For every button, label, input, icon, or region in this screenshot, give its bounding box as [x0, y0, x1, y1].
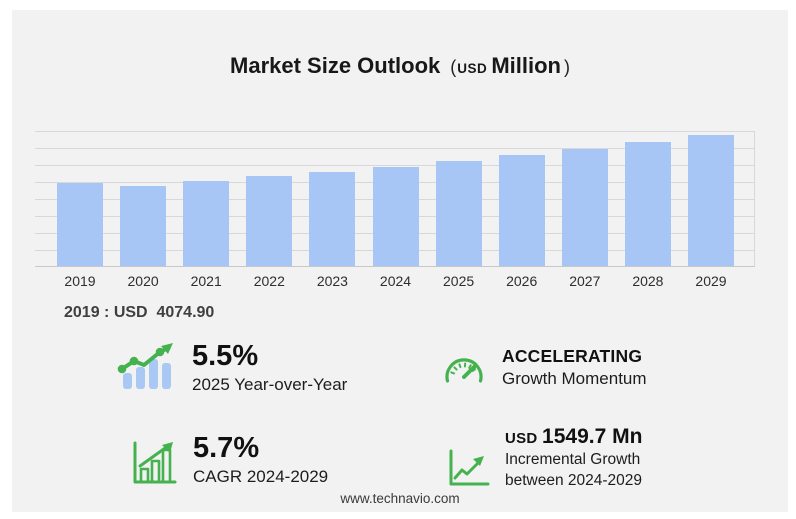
- bar-2020: [120, 186, 167, 266]
- bar-2025: [435, 161, 482, 266]
- bar-2024: [372, 167, 419, 266]
- chart-title: Market Size Outlook (USD Million): [12, 44, 788, 81]
- speedometer-icon: [445, 358, 483, 383]
- x-tick-2027: 2027: [569, 273, 601, 289]
- base-year-value: 2019 : USD 4074.90: [64, 304, 215, 321]
- stat-cagr-text: 5.7% CAGR 2024-2029: [193, 432, 329, 487]
- cagr-value: 5.7%: [193, 432, 260, 464]
- incremental-value-line: USD 1549.7 Mn: [505, 425, 642, 449]
- stat-cagr: 5.7% CAGR 2024-2029: [128, 432, 329, 487]
- bar-2019: [57, 183, 103, 266]
- bar-2028: [624, 142, 671, 266]
- bar-chart-trend-up-icon: [117, 343, 173, 389]
- yoy-label: 2025 Year-over-Year: [192, 374, 348, 394]
- bar-2029: [688, 135, 734, 266]
- title-main: Market Size Outlook: [230, 53, 441, 78]
- incremental-value: 1549.7 Mn: [542, 425, 643, 448]
- x-tick-2022: 2022: [253, 273, 285, 289]
- x-tick-2019: 2019: [64, 273, 96, 289]
- incremental-label-line1: Incremental Growth: [505, 451, 641, 468]
- stat-yoy-text: 5.5% 2025 Year-over-Year: [192, 340, 348, 395]
- source-url: www.technavio.com: [340, 491, 460, 506]
- stat-incremental: USD 1549.7 Mn Incremental Growth between…: [444, 425, 642, 491]
- x-tick-2026: 2026: [506, 273, 538, 289]
- stat-momentum: ACCELERATING Growth Momentum: [441, 346, 647, 389]
- title-unit: Million: [491, 53, 561, 78]
- title-currency: USD: [457, 61, 488, 76]
- bar-2021: [183, 181, 230, 266]
- incremental-label-line2: between 2024-2029: [505, 472, 643, 490]
- x-axis-labels: 2019 2020 2021 2022 2023 2024 2025 2026 2027 2028…: [35, 273, 755, 293]
- x-tick-2024: 2024: [379, 273, 412, 289]
- growth-chart-arrow-icon: [133, 441, 177, 484]
- title-paren-open: (: [450, 57, 457, 77]
- momentum-label: Growth Momentum: [502, 369, 647, 388]
- bar-2023: [309, 172, 356, 266]
- stat-incremental-text: USD 1549.7 Mn Incremental Growth between…: [505, 425, 642, 491]
- incremental-currency: USD: [505, 430, 538, 447]
- x-tick-2023: 2023: [316, 273, 348, 289]
- x-tick-2028: 2028: [632, 273, 664, 289]
- stat-momentum-text: ACCELERATING Growth Momentum: [502, 346, 647, 389]
- plot-area: [35, 131, 755, 267]
- cagr-label: CAGR 2024-2029: [193, 466, 329, 486]
- bar-2027: [561, 149, 608, 266]
- x-tick-2020: 2020: [127, 273, 159, 289]
- x-tick-2021: 2021: [190, 273, 222, 289]
- x-tick-2025: 2025: [443, 273, 475, 289]
- title-paren-close: ): [563, 57, 570, 77]
- chart-panel: Market Size Outlook (USD Million) 2019 2020…: [12, 10, 788, 512]
- x-tick-2029: 2029: [695, 273, 727, 289]
- momentum-value: ACCELERATING: [502, 346, 643, 366]
- line-chart-arrow-icon: [449, 449, 490, 486]
- bar-2022: [246, 176, 293, 266]
- stat-yoy: 5.5% 2025 Year-over-Year: [115, 340, 348, 395]
- bar-2026: [498, 155, 545, 266]
- yoy-value: 5.5%: [192, 340, 259, 372]
